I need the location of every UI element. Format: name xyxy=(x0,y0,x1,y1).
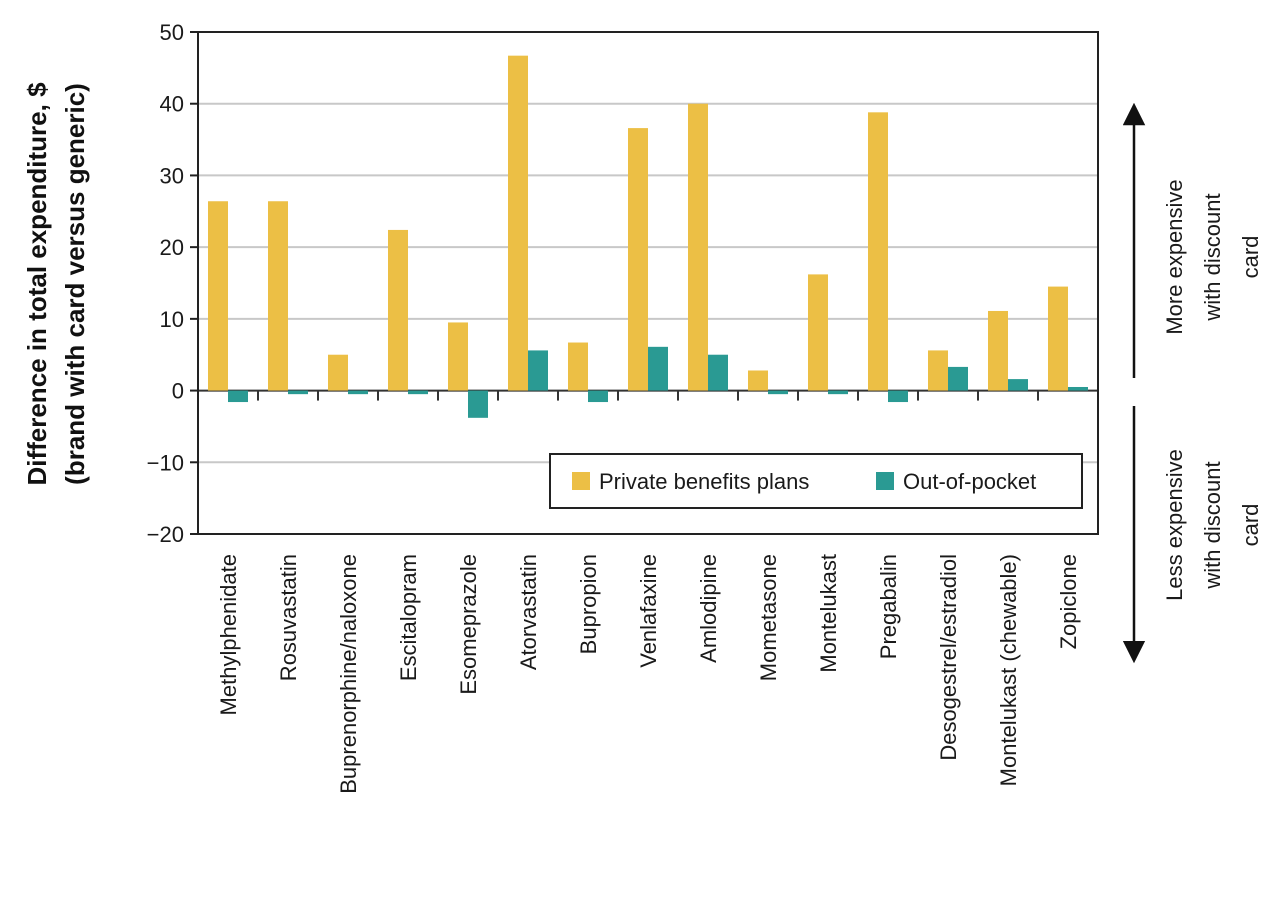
bar-out-of-pocket xyxy=(948,366,968,391)
bar-private-benefits-plans xyxy=(328,354,348,391)
category-label: Esomeprazole xyxy=(456,554,481,695)
annotation-more-expensive: More expensive with discount card xyxy=(1162,179,1263,334)
y-tick-label: 20 xyxy=(160,235,184,260)
category-label: Bupropion xyxy=(576,554,601,654)
bar-private-benefits-plans xyxy=(448,322,468,391)
y-axis-label-line-1: Difference in total expenditure, $ xyxy=(22,82,52,486)
bar-out-of-pocket xyxy=(648,346,668,391)
bar-private-benefits-plans xyxy=(868,112,888,391)
category-label: Pregabalin xyxy=(876,554,901,659)
bar-private-benefits-plans xyxy=(268,201,288,391)
category-label: Escitalopram xyxy=(396,554,421,681)
bar-out-of-pocket xyxy=(1068,386,1088,391)
bar-out-of-pocket xyxy=(288,390,308,395)
bar-out-of-pocket xyxy=(768,390,788,395)
category-label: Methylphenidate xyxy=(216,554,241,715)
legend: Private benefits plans Out-of-pocket xyxy=(549,453,1083,509)
category-label: Rosuvastatin xyxy=(276,554,301,681)
annotation-more-line-1: More expensive xyxy=(1162,179,1187,334)
y-tick-label: 0 xyxy=(172,379,184,404)
category-label: Mometasone xyxy=(756,554,781,681)
plot-frame xyxy=(197,31,1099,535)
bar-private-benefits-plans xyxy=(568,342,588,391)
legend-label-out-of-pocket: Out-of-pocket xyxy=(903,469,1036,494)
bar-private-benefits-plans xyxy=(508,55,528,391)
bar-private-benefits-plans xyxy=(988,310,1008,391)
annotation-more-line-3: card xyxy=(1238,236,1263,279)
bar-out-of-pocket xyxy=(588,390,608,403)
legend-box xyxy=(549,453,1083,509)
legend-swatch-private-benefits-plans xyxy=(572,472,590,490)
bar-out-of-pocket xyxy=(228,390,248,403)
bar-private-benefits-plans xyxy=(748,370,768,391)
bar-out-of-pocket xyxy=(828,390,848,395)
y-tick-label: 50 xyxy=(160,20,184,45)
category-label: Zopiclone xyxy=(1056,554,1081,649)
bar-out-of-pocket xyxy=(708,354,728,391)
category-label: Atorvastatin xyxy=(516,554,541,670)
y-tick-label: −10 xyxy=(147,450,184,475)
y-tick-label: 30 xyxy=(160,163,184,188)
bar-private-benefits-plans xyxy=(928,350,948,391)
bar-private-benefits-plans xyxy=(808,274,828,391)
y-axis-label-line-2: (brand with card versus generic) xyxy=(60,83,90,485)
legend-swatch-out-of-pocket xyxy=(876,472,894,490)
annotation-less-line-3: card xyxy=(1238,504,1263,547)
category-label: Amlodipine xyxy=(696,554,721,663)
category-label: Desogestrel/estradiol xyxy=(936,554,961,761)
bar-private-benefits-plans xyxy=(688,103,708,391)
bar-out-of-pocket xyxy=(888,390,908,403)
bar-out-of-pocket xyxy=(348,390,368,395)
bar-out-of-pocket xyxy=(468,390,488,418)
category-label: Montelukast (chewable) xyxy=(996,554,1021,786)
annotation-less-line-2: with discount xyxy=(1200,461,1225,589)
bar-private-benefits-plans xyxy=(1048,286,1068,391)
category-label: Montelukast xyxy=(816,554,841,673)
bar-private-benefits-plans xyxy=(388,229,408,391)
y-axis-ticks: 50 40 30 20 10 0 −10 −20 xyxy=(147,20,198,547)
legend-label-private-benefits-plans: Private benefits plans xyxy=(599,469,809,494)
annotation-less-line-1: Less expensive xyxy=(1162,449,1187,601)
bar-out-of-pocket xyxy=(528,350,548,391)
bar-private-benefits-plans xyxy=(208,201,228,391)
y-tick-label: −20 xyxy=(147,522,184,547)
bar-out-of-pocket xyxy=(408,390,428,395)
category-label: Venlafaxine xyxy=(636,554,661,668)
bar-private-benefits-plans xyxy=(628,128,648,391)
category-label: Buprenorphine/naloxone xyxy=(336,554,361,794)
annotation-more-line-2: with discount xyxy=(1200,193,1225,321)
bars xyxy=(208,55,1088,418)
bar-out-of-pocket xyxy=(1008,379,1028,391)
y-tick-label: 40 xyxy=(160,92,184,117)
annotation-less-expensive: Less expensive with discount card xyxy=(1162,449,1263,601)
y-tick-label: 10 xyxy=(160,307,184,332)
category-labels: Methylphenidate Rosuvastatin Buprenorphine… xyxy=(216,554,1081,794)
